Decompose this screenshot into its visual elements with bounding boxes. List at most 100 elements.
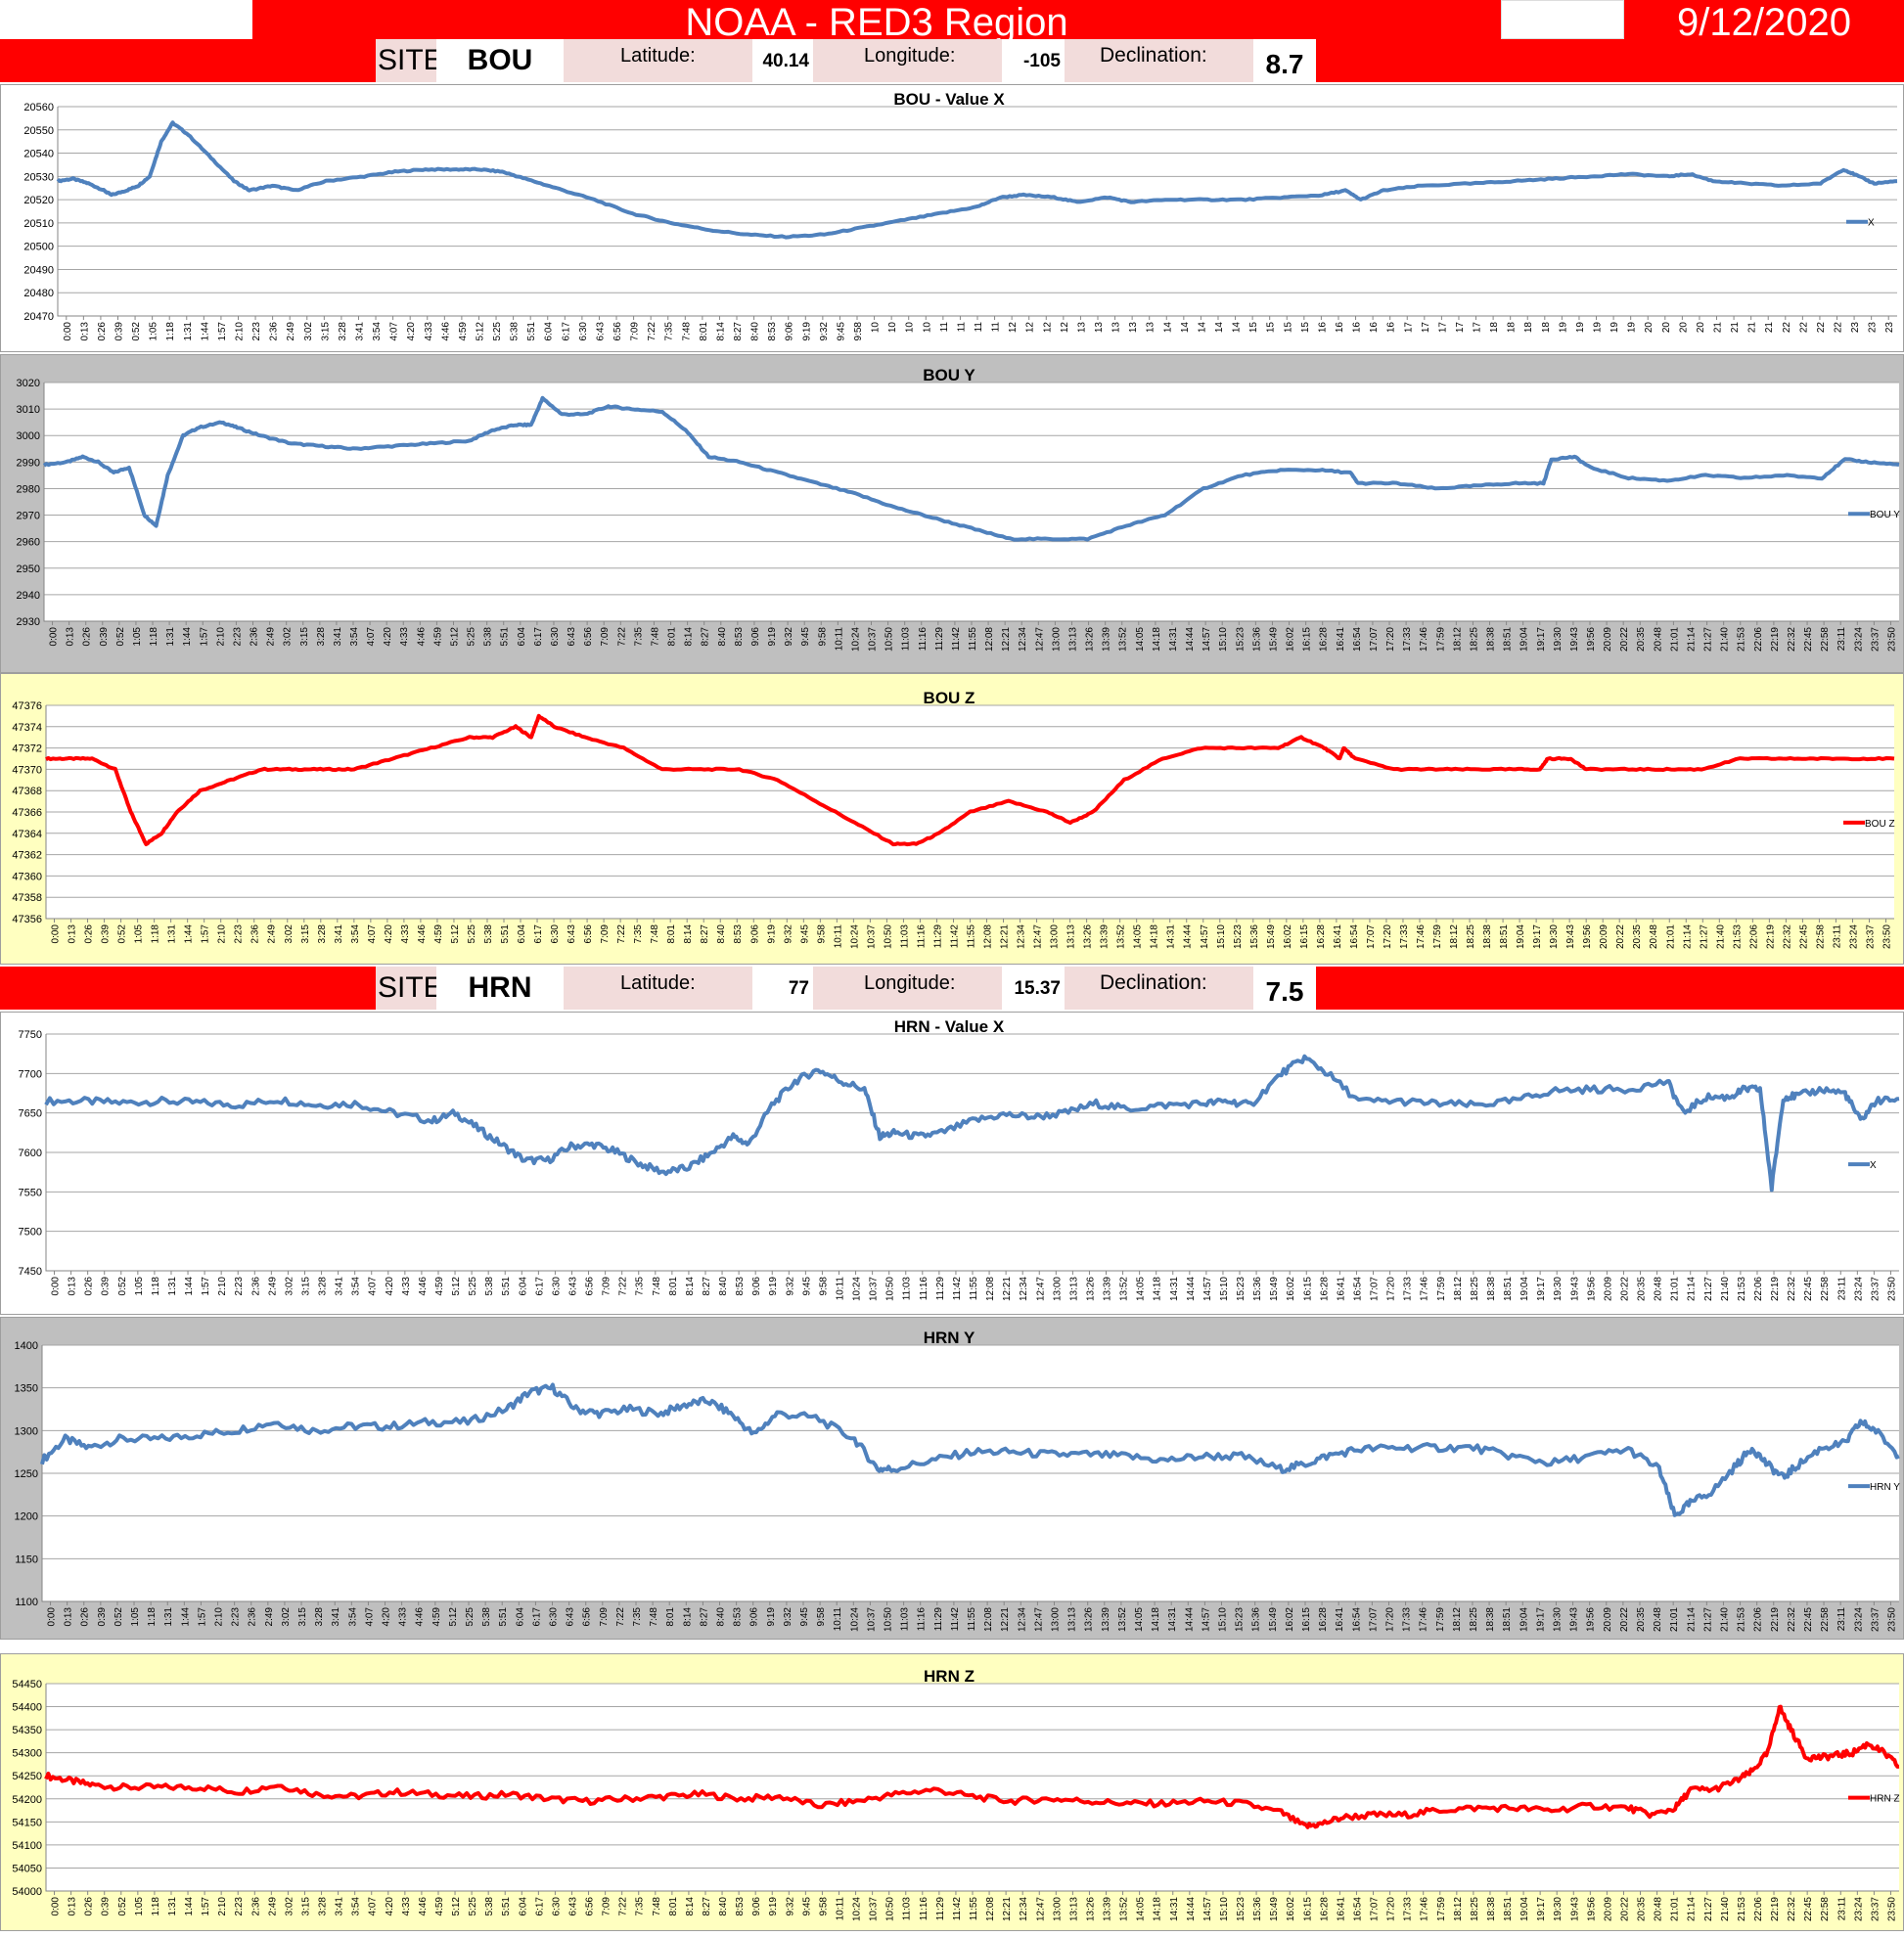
x-tick-label: 23:24 — [1853, 1897, 1864, 1921]
x-tick-label: 23:37 — [1870, 627, 1881, 652]
x-tick-label: 10:37 — [868, 627, 879, 652]
x-tick-label: 1:18 — [149, 627, 159, 647]
y-tick-label: 47372 — [12, 743, 42, 755]
y-tick-label: 47358 — [12, 892, 42, 904]
x-tick-label: 21:14 — [1687, 1897, 1698, 1921]
x-tick-label: 0:52 — [115, 627, 126, 647]
x-tick-label: 8:40 — [717, 627, 728, 647]
x-tick-label: 15:23 — [1233, 924, 1244, 949]
declination-label: Declination: — [1065, 39, 1253, 82]
x-tick-label: 6:17 — [534, 1277, 545, 1296]
x-tick-label: 1:05 — [130, 1607, 141, 1627]
x-tick-label: 14:18 — [1152, 627, 1162, 652]
x-tick-label: 10:11 — [835, 1897, 845, 1921]
x-tick-label: 0:13 — [64, 1607, 74, 1627]
x-tick-label: 19 — [1575, 322, 1586, 334]
x-tick-label: 9:19 — [767, 627, 778, 647]
x-tick-label: 3:02 — [284, 924, 295, 944]
x-tick-label: 9:32 — [784, 627, 794, 647]
y-tick-label: 20530 — [23, 171, 54, 183]
x-tick-label: 12:34 — [1017, 1607, 1027, 1632]
x-tick-label: 17:20 — [1386, 1277, 1397, 1301]
x-tick-label: 16:54 — [1349, 924, 1360, 949]
x-tick-label: 15:36 — [1251, 627, 1262, 652]
y-tick-label: 1300 — [15, 1425, 38, 1437]
x-tick-label: 17 — [1455, 322, 1466, 334]
chart-bou-z: 47356 47358 47360 47362 47364 47366 47368 47370… — [12, 689, 1894, 949]
x-tick-label: 8:53 — [767, 322, 778, 341]
x-tick-label: 9:06 — [750, 627, 761, 647]
x-tick-label: 17:46 — [1416, 924, 1427, 949]
x-tick-label: 13 — [1076, 322, 1087, 334]
x-tick-label: 2:23 — [231, 1607, 242, 1627]
x-tick-label: 6:17 — [533, 924, 544, 944]
x-tick-label: 7:48 — [650, 924, 660, 944]
x-tick-label: 8:40 — [750, 322, 761, 341]
x-tick-label: 22:58 — [1820, 627, 1831, 652]
y-tick-label: 54100 — [12, 1840, 42, 1852]
x-tick-label: 10:11 — [835, 1277, 845, 1301]
x-tick-label: 4:07 — [368, 1897, 379, 1916]
x-tick-label: 2:36 — [249, 627, 260, 647]
x-tick-label: 23:11 — [1836, 1277, 1847, 1301]
y-tick-label: 47356 — [12, 914, 42, 925]
x-tick-label: 7:09 — [630, 322, 641, 341]
x-tick-label: 17 — [1473, 322, 1483, 334]
y-tick-label: 2990 — [17, 457, 40, 469]
x-tick-label: 17:07 — [1366, 924, 1377, 949]
x-tick-label: 3:41 — [333, 627, 343, 647]
x-tick-label: 18:25 — [1466, 924, 1476, 949]
chart-hrn-z: 54000 54050 54100 54150 54200 54250 54300 54350… — [12, 1667, 1899, 1921]
x-tick-label: 19:30 — [1549, 924, 1560, 949]
x-tick-label: 6:17 — [534, 1897, 545, 1916]
y-tick-label: 20510 — [23, 218, 54, 230]
x-tick-label: 3:54 — [351, 1277, 362, 1296]
x-tick-label: 16:54 — [1352, 1277, 1363, 1301]
x-tick-label: 3:41 — [335, 1277, 345, 1296]
x-tick-label: 11 — [991, 322, 1002, 333]
x-tick-label: 21:01 — [1665, 924, 1676, 949]
x-tick-label: 1:57 — [201, 924, 211, 944]
x-tick-label: 8:27 — [702, 1277, 712, 1296]
x-tick-label: 0:13 — [79, 322, 90, 341]
x-tick-label: 17:33 — [1403, 1897, 1414, 1921]
y-tick-label: 2970 — [17, 511, 40, 522]
x-tick-label: 21:27 — [1703, 1277, 1714, 1301]
x-tick-label: 13:39 — [1103, 1897, 1113, 1921]
x-tick-label: 10:24 — [849, 1607, 860, 1632]
x-tick-label: 17:07 — [1368, 1607, 1379, 1632]
x-tick-label: 19:56 — [1586, 1897, 1597, 1921]
x-tick-label: 8:40 — [718, 1897, 729, 1916]
x-tick-label: 14:57 — [1202, 1277, 1213, 1301]
x-tick-label: 19:30 — [1552, 1607, 1563, 1632]
x-tick-label: 15:10 — [1216, 924, 1227, 949]
x-tick-label: 2:36 — [250, 1897, 261, 1916]
x-tick-label: 12:21 — [1000, 1607, 1011, 1632]
x-tick-label: 6:43 — [567, 924, 577, 944]
x-tick-label: 13 — [1146, 322, 1156, 334]
chart-title: BOU Z — [924, 689, 975, 707]
x-tick-label: 22 — [1782, 322, 1792, 334]
x-tick-label: 16:41 — [1336, 1897, 1346, 1921]
x-tick-label: 13:26 — [1085, 1277, 1096, 1301]
x-tick-label: 16:54 — [1352, 627, 1363, 652]
x-tick-label: 23:50 — [1886, 627, 1897, 652]
x-tick-label: 12:47 — [1033, 1607, 1044, 1632]
x-tick-label: 11:55 — [968, 627, 978, 652]
x-tick-label: 13:39 — [1101, 1607, 1111, 1632]
y-tick-label: 7450 — [19, 1266, 42, 1278]
x-tick-label: 5:51 — [501, 1897, 512, 1916]
x-tick-label: 14:31 — [1168, 627, 1179, 652]
x-tick-label: 10:50 — [883, 924, 893, 949]
x-tick-label: 12:47 — [1035, 1277, 1046, 1301]
x-tick-label: 1:31 — [183, 322, 194, 341]
y-tick-label: 3010 — [17, 404, 40, 416]
x-tick-label: 12:08 — [983, 1607, 994, 1632]
x-tick-label: 2:10 — [214, 1607, 225, 1627]
x-tick-label: 18:25 — [1469, 627, 1479, 652]
x-tick-label: 5:25 — [465, 1607, 476, 1627]
x-tick-label: 0:13 — [68, 1897, 78, 1916]
x-tick-label: 20 — [1696, 322, 1706, 334]
x-tick-label: 14:57 — [1201, 1607, 1211, 1632]
x-tick-label: 14 — [1180, 322, 1191, 334]
